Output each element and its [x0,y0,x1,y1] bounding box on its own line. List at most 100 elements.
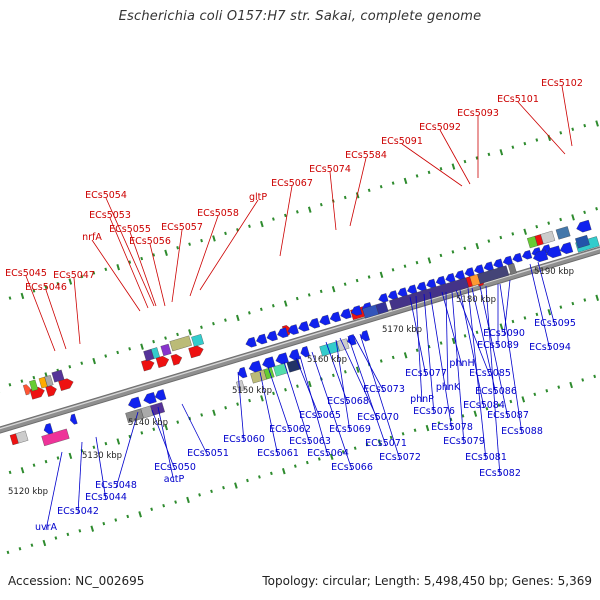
scale-tick [439,167,443,171]
leader-line [429,291,453,431]
gene-feature [300,346,310,358]
scale-tick [305,460,309,465]
scale-tick [547,309,552,316]
scale-tick [176,420,180,424]
scale-tick [270,471,273,476]
gene-feature [154,389,167,401]
gene-feature [237,366,248,379]
scale-tick [427,170,431,175]
scale-tick [78,529,82,533]
scale-tick [162,503,166,508]
gene-label: ECs5046 [25,282,67,293]
leader-line [45,289,67,350]
gene-feature [262,356,276,369]
scale-tick [437,421,441,425]
gene-feature [143,392,157,405]
scale-tick [114,518,118,522]
scale-tick [188,329,192,336]
leader-line [499,283,523,435]
scale-tick [32,289,36,293]
scale-tick [329,453,334,460]
leader-line [295,357,321,419]
scale-tick [403,264,407,268]
scale-tick [355,192,360,199]
leader-line [151,409,176,471]
scale-tick [343,282,347,286]
gene-label: ECs5068 [327,396,369,407]
scale-tick [92,445,96,449]
scale-tick [68,452,73,460]
gene-feature [273,363,288,377]
scale-tick [583,210,586,215]
leader-line [311,351,353,471]
scale-tick [379,271,384,278]
gene-feature [191,334,205,347]
scale-tick [355,366,360,373]
gene-feature [150,347,160,359]
scale-tick [403,177,408,185]
scale-tick [331,286,336,293]
scale-tick [545,389,549,393]
gene-label: ECs5078 [431,422,473,433]
gene-feature [308,317,321,329]
leader-line [329,171,337,231]
gene-feature [522,250,533,260]
gene-label: nrfA [82,232,102,243]
leader-line [441,291,463,367]
scale-tick [66,532,70,537]
scale-tick [535,138,539,142]
scale-tick [463,334,467,338]
scale-tick [391,181,395,185]
gene-features [9,219,600,447]
gene-label: ECs5079 [443,436,485,447]
leader-line [537,261,556,327]
gene-feature [340,308,352,320]
scale-tick [164,249,168,256]
scale-tick [224,318,227,322]
gene-label: ECs5091 [381,136,423,147]
gene-label: ECs5093 [457,108,499,119]
leader-line [149,243,166,307]
leader-line [359,333,401,461]
gene-label: ECs5067 [271,178,313,189]
scale-tick [353,446,357,450]
scale-tick [427,344,431,349]
scale-tick [247,311,251,315]
gene-label: ECs5073 [363,384,405,395]
map-title: Escherichia coli O157:H7 str. Sakai, com… [118,9,482,24]
leader-line [157,406,175,483]
gene-label: ECs5090 [483,328,525,339]
scale-tick [260,395,264,402]
gene-feature [435,275,446,286]
scale-tick [32,375,36,380]
gene-feature [389,277,469,311]
gene-label: ECs5094 [529,342,571,353]
gene-label: ECs5081 [465,452,507,463]
scale-tick [152,339,155,344]
gene-feature [426,278,437,289]
scale-tick [188,242,191,246]
gene-label: ECs5086 [475,386,517,397]
gene-label: ECs5044 [85,492,127,503]
scale-tick [595,294,600,301]
scale-tick [104,441,108,446]
scale-tick [511,145,515,149]
scale-tick [8,296,12,300]
gene-feature [546,245,562,259]
scale-tick [126,514,130,519]
leader-line [73,277,81,345]
gene-label: ECs5056 [129,236,171,247]
scale-tick [593,374,597,379]
leader-line [347,335,387,447]
scale-tick [102,521,106,526]
scale-tick [68,365,72,369]
scale-tick [200,413,204,417]
scale-tick [8,383,12,387]
scale-tick [18,547,22,551]
scale-tick [80,361,84,365]
gene-feature [188,345,204,359]
gene-feature [298,321,310,332]
scale-tick [246,478,249,483]
gene-feature [288,348,301,361]
accession-text: Accession: NC_002695 [8,574,145,588]
